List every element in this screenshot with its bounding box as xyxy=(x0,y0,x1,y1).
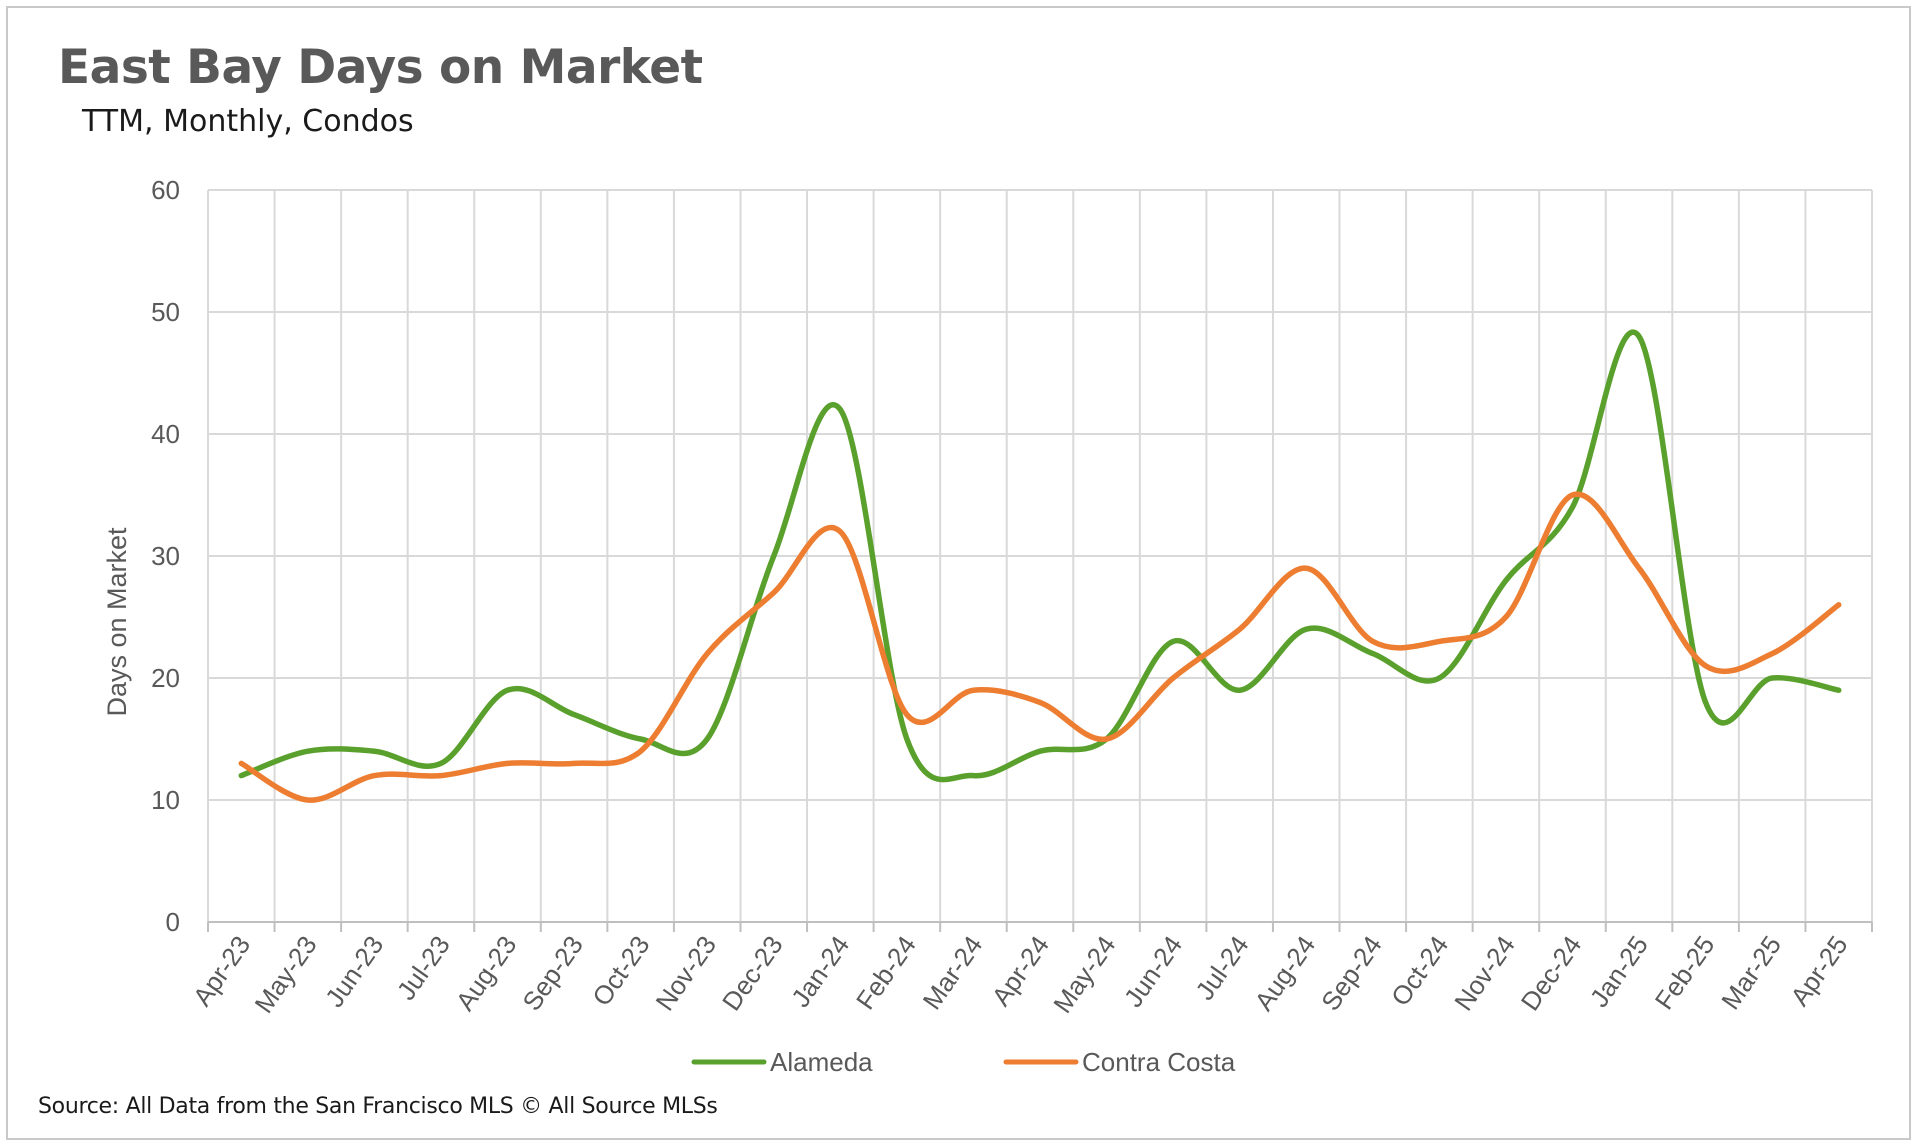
legend-label-contra-costa: Contra Costa xyxy=(1082,1047,1236,1077)
grid-lines xyxy=(207,189,1873,932)
legend: Alameda Contra Costa xyxy=(691,1047,1236,1077)
x-tick-label: Aug-24 xyxy=(1248,930,1321,1016)
chart-frame xyxy=(6,6,1911,1140)
y-tick-label: 20 xyxy=(151,663,180,693)
legend-label-alameda: Alameda xyxy=(770,1047,873,1077)
y-tick-label: 10 xyxy=(151,785,180,815)
x-tick-label: Oct-23 xyxy=(586,930,655,1011)
x-tick-label: Dec-23 xyxy=(716,930,789,1016)
x-tick-label: Apr-23 xyxy=(187,930,256,1011)
y-axis-label: Days on Market xyxy=(102,527,132,717)
x-tick-label: Jun-23 xyxy=(319,930,389,1012)
chart-subtitle: TTM, Monthly, Condos xyxy=(82,104,414,139)
series-line-alameda xyxy=(238,329,1842,783)
y-tick-label: 50 xyxy=(151,297,180,327)
x-tick-label: Jan-24 xyxy=(785,930,855,1012)
x-tick-label: Mar-24 xyxy=(917,930,989,1015)
x-tick-label: Jan-25 xyxy=(1584,930,1654,1012)
x-tick-label: May-23 xyxy=(248,930,322,1018)
x-tick-label: Oct-24 xyxy=(1385,930,1454,1011)
y-tick-label: 0 xyxy=(166,907,180,937)
series-lines xyxy=(238,329,1842,803)
x-tick-label: May-24 xyxy=(1047,930,1121,1018)
x-tick-label: Apr-25 xyxy=(1784,930,1853,1011)
y-axis-ticks: 0 10 20 30 40 50 60 xyxy=(151,175,180,937)
x-tick-label: Jun-24 xyxy=(1118,930,1188,1012)
x-tick-label: Feb-25 xyxy=(1649,930,1721,1015)
series-line-contra-costa xyxy=(238,491,1842,803)
x-tick-label: Nov-24 xyxy=(1448,930,1521,1016)
y-tick-label: 60 xyxy=(151,175,180,205)
x-tick-label: Jul-24 xyxy=(1189,930,1254,1005)
y-tick-label: 40 xyxy=(151,419,180,449)
x-tick-label: Sep-24 xyxy=(1315,930,1388,1016)
x-tick-label: Apr-24 xyxy=(986,930,1055,1011)
y-tick-label: 30 xyxy=(151,541,180,571)
x-tick-label: Nov-23 xyxy=(649,930,722,1016)
x-tick-label: Feb-24 xyxy=(850,930,922,1015)
x-tick-label: Aug-23 xyxy=(450,930,523,1016)
x-tick-label: Jul-23 xyxy=(391,930,456,1005)
x-tick-label: Mar-25 xyxy=(1715,930,1787,1015)
chart-title: East Bay Days on Market xyxy=(58,40,703,95)
source-note: Source: All Data from the San Francisco … xyxy=(38,1094,718,1119)
x-tick-label: Sep-23 xyxy=(516,930,589,1016)
x-tick-label: Dec-24 xyxy=(1515,930,1588,1016)
